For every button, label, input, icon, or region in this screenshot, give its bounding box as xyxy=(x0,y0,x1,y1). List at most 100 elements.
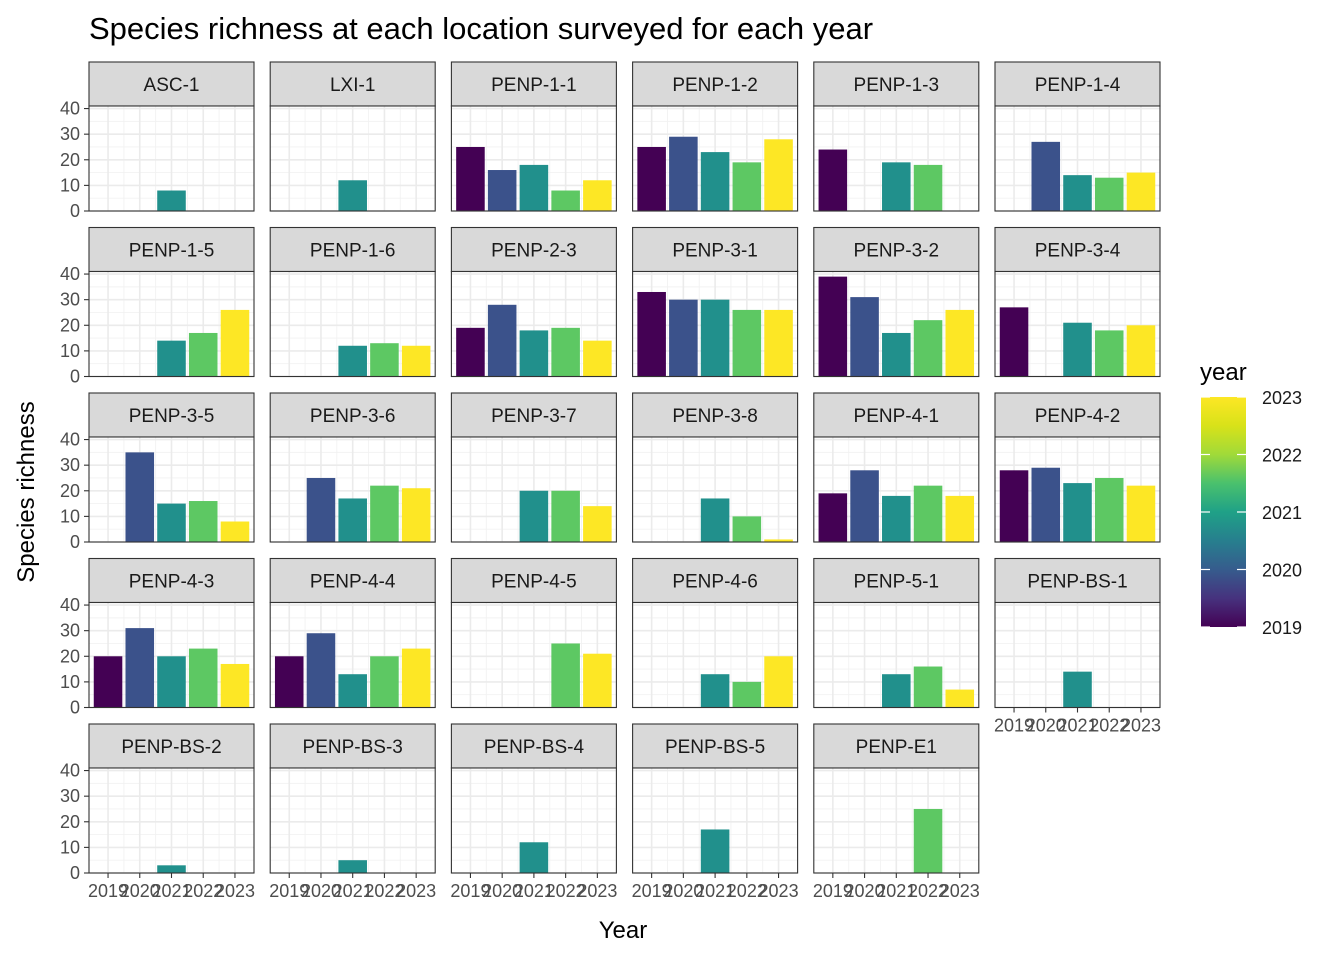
bar xyxy=(732,516,762,542)
facet-strip-label: PENP-E1 xyxy=(856,737,937,758)
bar xyxy=(157,865,186,873)
facet-strip xyxy=(632,61,799,107)
bar xyxy=(1063,175,1092,211)
facet-panel: PENP-2-3 xyxy=(450,226,617,378)
facet-panel: PENP-1-2 xyxy=(632,61,799,212)
y-tick-label: 30 xyxy=(60,124,80,144)
facet-strip xyxy=(450,226,617,273)
x-axis-title: Year xyxy=(599,917,648,944)
facet-strip-label: PENP-1-3 xyxy=(854,75,940,96)
bar xyxy=(125,452,155,542)
y-tick-label: 10 xyxy=(60,672,80,692)
x-tick-label: 2022 xyxy=(546,881,586,901)
x-tick-label: 2019 xyxy=(994,716,1034,736)
bar xyxy=(274,656,304,708)
bar xyxy=(93,656,123,708)
facet-strip xyxy=(269,557,436,604)
facet-strip-label: PENP-4-3 xyxy=(129,572,215,593)
bar xyxy=(551,643,580,708)
bar xyxy=(1094,177,1124,211)
facet-strip-label: PENP-4-2 xyxy=(1035,406,1121,427)
panel-border xyxy=(994,436,1161,543)
panel-border xyxy=(813,270,980,378)
facet-strip xyxy=(450,557,617,604)
facet-strip-label: PENP-3-4 xyxy=(1035,241,1121,262)
bar xyxy=(637,291,666,377)
bar xyxy=(220,521,250,542)
x-tick-label: 2020 xyxy=(301,881,341,901)
panel-border xyxy=(269,105,436,212)
bar xyxy=(583,506,612,542)
facet-strip-label: PENP-4-4 xyxy=(310,572,396,593)
facet-strip xyxy=(269,226,436,273)
x-tick-label: 2023 xyxy=(1121,716,1161,736)
bar xyxy=(519,490,549,542)
facet-strip xyxy=(450,61,617,107)
bar xyxy=(338,345,367,377)
x-tick-label: 2019 xyxy=(632,881,672,901)
facet-strip-label: PENP-5-1 xyxy=(854,572,940,593)
bar xyxy=(1031,467,1061,542)
facet-strip xyxy=(450,723,617,769)
x-tick-label: 2023 xyxy=(759,881,799,901)
bar xyxy=(188,648,218,708)
bar xyxy=(882,162,911,211)
bar xyxy=(700,152,730,211)
facet-panel: PENP-4-4 xyxy=(269,557,436,709)
bar xyxy=(818,493,848,542)
bar xyxy=(913,485,943,542)
bar xyxy=(732,309,762,377)
legend: year 2019 2020 2021 2022 2023 xyxy=(1200,359,1302,638)
bar xyxy=(220,309,250,377)
facet-strip-label: PENP-BS-4 xyxy=(484,737,585,758)
bar xyxy=(818,149,848,211)
facet-strip xyxy=(632,392,799,438)
facet-strip-label: PENP-BS-1 xyxy=(1027,572,1127,593)
bar xyxy=(370,656,399,708)
bar xyxy=(669,299,698,377)
x-tick-label: 2021 xyxy=(333,881,373,901)
facet-panel: PENP-3-2 xyxy=(813,226,980,378)
bar xyxy=(700,498,730,542)
facet-panel: PENP-3-8 xyxy=(632,392,799,543)
y-tick-label: 10 xyxy=(60,341,80,361)
panel-border xyxy=(450,601,617,709)
bar xyxy=(732,162,762,211)
x-tick-label: 2022 xyxy=(727,881,767,901)
bar xyxy=(1063,322,1092,377)
bar xyxy=(882,495,911,542)
facet-panel: PENP-3-4 xyxy=(994,226,1161,378)
panel-border xyxy=(813,105,980,212)
legend-tick-label: 2022 xyxy=(1262,446,1302,466)
bar xyxy=(519,330,549,377)
panel-border xyxy=(632,436,799,543)
bar xyxy=(732,681,762,708)
bar xyxy=(764,139,793,211)
bar xyxy=(669,136,698,211)
facet-panel: PENP-4-2 xyxy=(994,392,1161,543)
facet-panel: PENP-4-1 xyxy=(813,392,980,543)
facet-strip xyxy=(269,723,436,769)
panel-border xyxy=(88,436,255,543)
bar xyxy=(1126,172,1156,211)
y-tick-label: 0 xyxy=(70,201,80,221)
bar xyxy=(338,498,367,542)
panel-border xyxy=(813,601,980,709)
panel-border xyxy=(269,270,436,378)
facet-panel: LXI-1 xyxy=(269,61,436,212)
bar xyxy=(188,501,218,542)
panel-border xyxy=(88,270,255,378)
facet-strip-label: PENP-1-6 xyxy=(310,241,396,262)
facet-strip-label: PENP-3-6 xyxy=(310,406,396,427)
y-tick-label: 30 xyxy=(60,455,80,475)
y-tick-label: 20 xyxy=(60,315,80,335)
facet-strip xyxy=(994,392,1161,438)
bar xyxy=(764,539,793,542)
bar xyxy=(157,656,186,708)
panel-border xyxy=(632,601,799,709)
legend-ticks: 2019 2020 2021 2022 2023 xyxy=(1201,388,1302,638)
